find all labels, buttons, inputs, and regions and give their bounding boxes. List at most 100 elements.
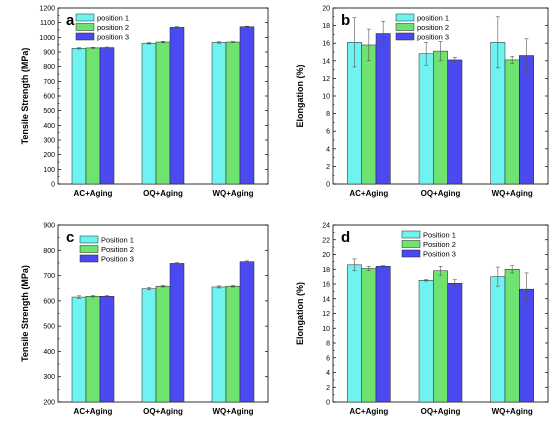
y-axis-label: Tensile Strength (MPa) [20,265,30,362]
legend-swatch [395,32,415,41]
panel-label: c [66,229,74,246]
legend-swatch [401,249,421,258]
bar-position-1 [347,264,362,403]
panel-label: a [66,12,75,29]
bar-position-3 [239,261,255,403]
y-tick-label: 500 [43,108,55,115]
y-tick-label: 22 [322,237,330,244]
bar-position-3 [99,47,115,185]
bar-position-3 [239,26,255,185]
bar-position-1 [211,42,227,185]
y-tick-label: 8 [326,341,330,348]
y-tick-label: 12 [322,76,330,83]
y-axis-label: Elongation (%) [295,282,305,345]
y-tick-label: 18 [322,23,330,30]
legend-label: Position 1 [423,231,456,240]
y-tick-label: 1200 [39,6,55,13]
legend-label: position 3 [97,33,129,42]
bar-position-3 [519,55,534,185]
legend-label: Position 3 [423,250,456,259]
bar-position-3 [447,59,463,185]
panel-c: 200 300 400 500 600 700 800 900 Tensile Strength… [20,223,269,416]
bar-position-2 [361,44,377,185]
bar-position-2 [504,269,520,403]
x-category-label: AC+Aging [74,407,113,416]
x-category-label: AC+Aging [74,189,113,198]
legend-swatch [75,23,95,31]
legend-swatch [395,23,415,31]
bar-position-3 [519,288,534,403]
legend-label: position 1 [97,14,129,23]
legend-swatch [401,230,421,239]
y-tick-label: 300 [43,138,55,145]
y-tick-label: 20 [322,252,330,259]
bar-position-1 [211,286,227,403]
bar-position-2 [85,296,101,403]
bar-position-1 [71,296,87,403]
legend-label: position 3 [417,33,449,42]
panel-b: 0 2 4 6 8 10 12 14 16 18 20 Elongation (%) AC+Aging O… [295,6,549,198]
y-tick-label: 0 [51,182,55,189]
y-tick-label: 500 [43,324,55,331]
y-tick-label: 900 [43,50,55,57]
bar-position-2 [433,50,448,185]
bar-position-3 [375,33,391,185]
legend-swatch [75,13,95,22]
x-category-label: WQ+Aging [492,407,533,416]
y-tick-label: 600 [43,94,55,101]
y-tick-label: 1100 [40,20,55,27]
legend-label: position 1 [417,14,449,23]
y-tick-label: 200 [43,400,55,407]
bar-position-2 [504,59,520,185]
legend-swatch [79,245,99,253]
legend-swatch [401,240,421,248]
y-tick-label: 400 [43,123,55,130]
bar-position-1 [418,53,434,185]
legend-swatch [79,254,99,263]
bar-position-2 [225,285,241,403]
y-tick-label: 14 [322,296,330,303]
y-tick-label: 14 [322,58,330,65]
y-tick-label: 800 [43,248,55,255]
y-tick-label: 900 [43,223,55,230]
y-tick-label: 600 [43,298,55,305]
x-category-label: AC+Aging [349,407,388,416]
legend-swatch [75,32,95,41]
legend-swatch [395,13,415,22]
bar-position-2 [155,41,171,185]
legend-label: Position 2 [423,240,456,249]
y-tick-label: 24 [322,223,330,230]
y-tick-label: 16 [322,282,330,289]
y-tick-label: 700 [43,79,55,86]
bar-position-3 [375,266,391,403]
legend-label: Position 1 [101,236,134,245]
bar-position-2 [155,285,171,403]
y-tick-label: 0 [326,400,330,407]
bar-position-1 [418,280,434,403]
x-category-label: OQ+Aging [143,189,183,198]
panel-label: b [341,12,350,29]
bar-position-1 [141,42,157,185]
y-tick-label: 2 [326,164,330,171]
legend-label: Position 2 [101,245,134,254]
y-tick-label: 16 [322,41,330,48]
x-category-label: WQ+Aging [212,189,253,198]
bar-position-3 [99,296,115,403]
legend-label: Position 3 [101,255,134,264]
x-category-label: AC+Aging [349,189,388,198]
y-tick-label: 6 [326,129,330,136]
bar-position-2 [433,270,448,403]
y-tick-label: 18 [322,267,330,274]
bar-position-2 [225,41,241,185]
bar-position-3 [169,27,185,185]
legend-label: position 2 [97,23,129,32]
panel-label: d [341,229,350,246]
bar-position-1 [141,288,157,403]
legend-swatch [79,235,99,244]
y-tick-label: 400 [43,349,55,356]
y-axis-label: Tensile Strength (MPa) [20,48,30,145]
y-tick-label: 0 [326,182,330,189]
